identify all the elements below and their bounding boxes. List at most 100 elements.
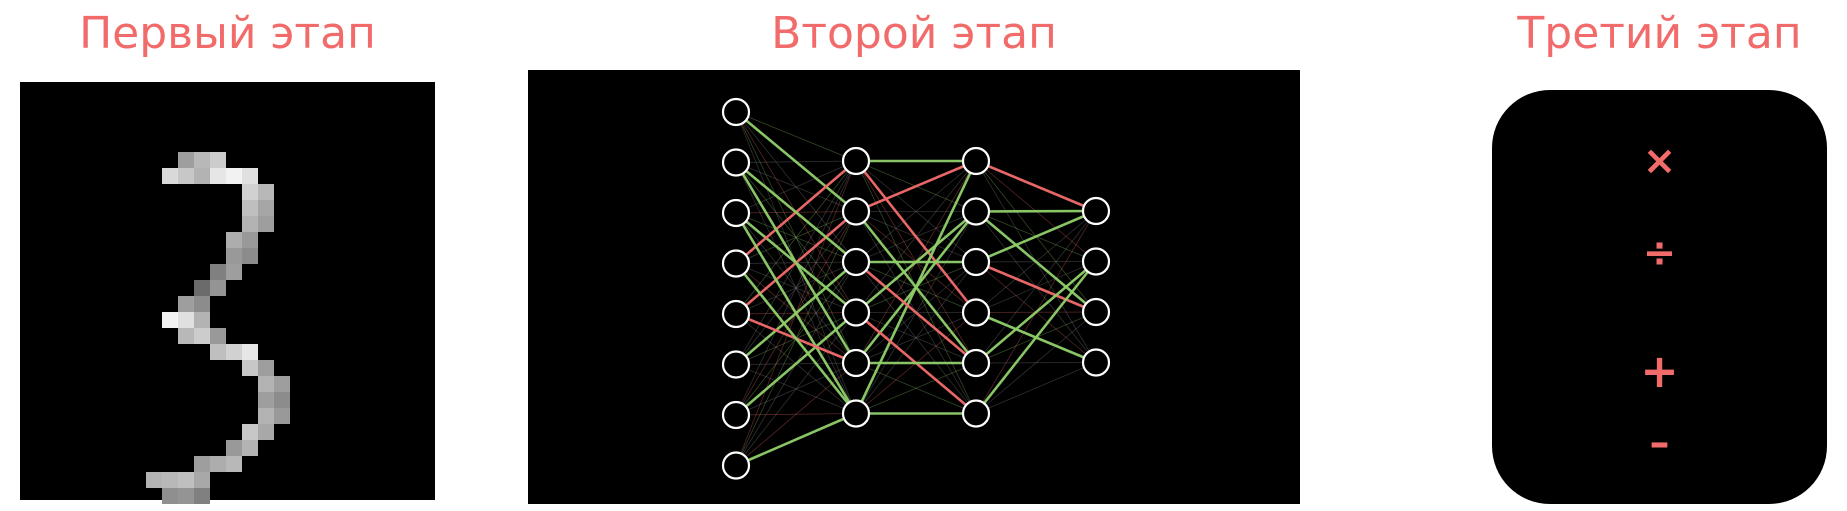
digit-pixel: [242, 360, 258, 376]
digit-pixel: [162, 168, 178, 184]
network-edge-strong: [735, 161, 857, 264]
digit-pixel: [210, 152, 226, 168]
digit-pixel: [242, 200, 258, 216]
digit-pixel: [226, 456, 242, 472]
digit-pixel: [178, 312, 194, 328]
digit-pixel: [242, 232, 258, 248]
digit-pixel: [242, 168, 258, 184]
network-edge: [855, 362, 977, 414]
network-edge-strong: [854, 160, 978, 314]
digit-pixel: [178, 328, 194, 344]
digit-pixel: [274, 408, 290, 424]
digit-pixel: [210, 344, 226, 360]
network-node: [1081, 348, 1111, 377]
network-edge-strong: [735, 412, 857, 467]
network-edge-strong: [735, 261, 857, 366]
digit-pixel: [242, 216, 258, 232]
network-edge: [735, 362, 857, 416]
network-edge: [735, 160, 857, 214]
network-node: [961, 348, 991, 378]
stage-title-third: Третий этап: [1517, 8, 1802, 59]
network-edge: [735, 162, 857, 414]
network-edge-strong: [735, 311, 857, 416]
network-edge: [735, 211, 857, 264]
digit-pixel: [242, 440, 258, 456]
digit-pixel: [242, 344, 258, 360]
digit-pixel: [194, 296, 210, 312]
digit-pixel: [162, 472, 178, 488]
network-edge: [855, 160, 977, 263]
network-edge: [735, 212, 857, 263]
network-edge: [855, 160, 977, 263]
digit-pixel: [242, 248, 258, 264]
network-node: [721, 350, 751, 379]
network-edge: [735, 111, 857, 162]
network-node: [961, 146, 991, 176]
digit-pixel: [210, 264, 226, 280]
network-edge: [975, 311, 1097, 414]
network-edge: [735, 111, 857, 263]
network-edge: [855, 312, 977, 364]
network-node: [721, 249, 751, 278]
network-edge-strong: [975, 209, 1097, 264]
digit-pixel: [194, 472, 210, 488]
network-edge: [975, 362, 1097, 414]
digit-pixel: [258, 360, 274, 376]
digit-pixel: [194, 152, 210, 168]
network-edge-strong: [975, 159, 1097, 213]
network-node: [841, 298, 871, 327]
digit-pixel: [258, 216, 274, 232]
network-edge: [735, 160, 857, 315]
network-node: [961, 247, 991, 277]
network-node: [961, 298, 991, 327]
stage-title-second: Второй этап: [771, 8, 1057, 59]
digit-pixel: [146, 472, 162, 488]
digit-pixel: [178, 152, 194, 168]
digit-pixel: [178, 168, 194, 184]
network-edge-strong: [855, 210, 977, 314]
digit-pixel: [194, 328, 210, 344]
network-edge: [735, 211, 857, 365]
network-node: [841, 247, 871, 277]
digit-image: [20, 82, 435, 504]
network-edge-strong: [854, 210, 978, 364]
digit-pixel: [258, 184, 274, 200]
divide-icon: ÷: [1642, 230, 1677, 276]
digit-pixel: [210, 328, 226, 344]
network-edge: [735, 212, 857, 364]
network-edge-strong: [734, 262, 858, 415]
digit-pixel: [258, 200, 274, 216]
network-edge-strong: [855, 159, 977, 213]
network-edge: [735, 111, 857, 364]
network-edge: [735, 162, 857, 313]
digit-pixel: [194, 312, 210, 328]
network-edge: [735, 261, 857, 315]
digit-pixel: [242, 424, 258, 440]
digit-pixel: [226, 440, 242, 456]
network-edge-strong: [734, 161, 858, 364]
network-node: [721, 400, 751, 430]
digit-pixel: [178, 472, 194, 488]
network-edge: [735, 362, 857, 466]
network-edge: [855, 261, 977, 414]
digit-pixel: [226, 344, 242, 360]
digit-pixel: [258, 376, 274, 392]
network-node: [1081, 247, 1111, 276]
network-node: [841, 348, 871, 378]
neural-network-panel: [528, 70, 1300, 504]
digit-pixel: [258, 424, 274, 440]
network-edge: [735, 263, 857, 313]
plus-icon: +: [1640, 344, 1679, 398]
stage-title-first: Первый этап: [79, 8, 376, 59]
neural-network-diagram: [721, 97, 1111, 480]
digit-image-panel: [20, 82, 435, 504]
digit-pixel: [242, 184, 258, 200]
digit-pixel: [226, 168, 242, 184]
operations-panel: × ÷ + –: [1492, 90, 1827, 504]
digit-pixel: [210, 456, 226, 472]
digit-pixel: [258, 392, 274, 408]
network-edge-strong: [974, 260, 1098, 415]
digit-pixel: [162, 312, 178, 328]
network-edge: [735, 413, 857, 416]
digit-pixel: [178, 296, 194, 312]
